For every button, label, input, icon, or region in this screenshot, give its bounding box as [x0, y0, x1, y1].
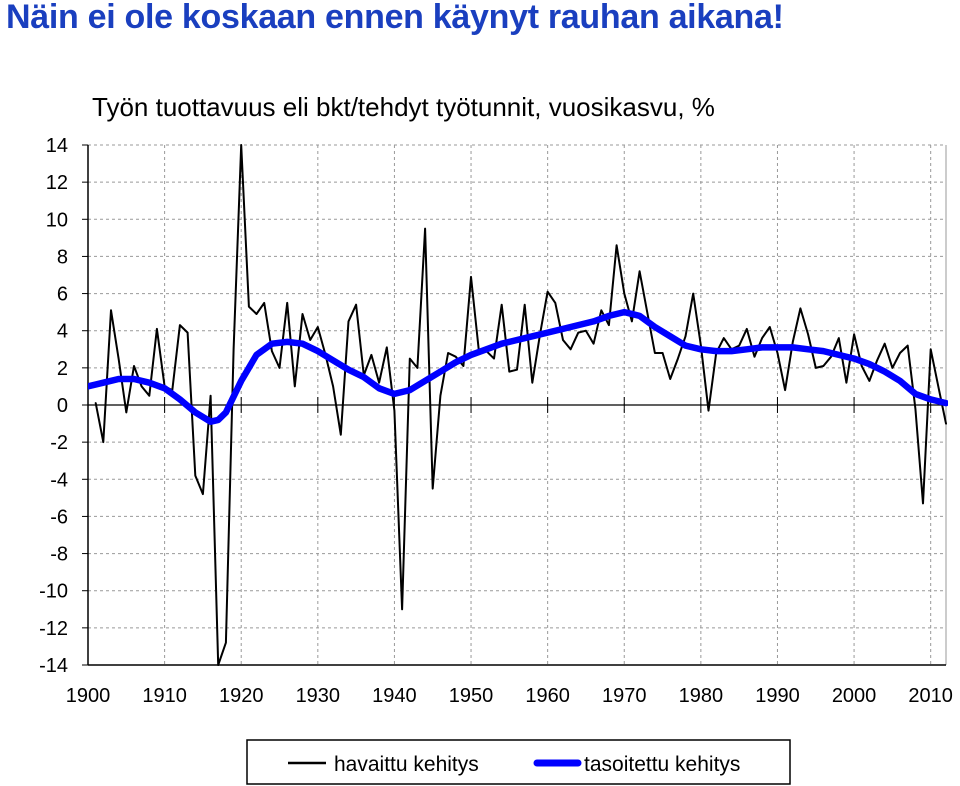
grid	[88, 144, 947, 665]
x-tick-label: 1960	[525, 685, 570, 707]
x-tick-label: 1910	[142, 685, 187, 707]
y-tick-label: 12	[46, 172, 68, 194]
y-tick-label: -8	[50, 544, 68, 566]
x-tick-label: 2000	[832, 685, 877, 707]
legend-label-smoothed: tasoitettu kehitys	[584, 753, 740, 776]
x-tick-label: 1980	[679, 685, 724, 707]
y-tick-label: 6	[57, 284, 68, 306]
legend-label-observed: havaittu kehitys	[334, 753, 479, 776]
x-tick-label: 1970	[602, 685, 647, 707]
y-tick-label: -10	[39, 581, 68, 603]
x-tick-label: 1900	[66, 685, 111, 707]
x-tick-label: 2010	[908, 685, 953, 707]
y-tick-label: -6	[50, 506, 68, 528]
y-tick-label: 4	[57, 321, 68, 343]
y-tick-label: -2	[50, 432, 68, 454]
y-tick-labels: 14 12 10 8 6 4 2 0 -2 -4 -6 -8 -10 -12 -14	[39, 135, 68, 677]
x-tick-label: 1930	[296, 685, 341, 707]
series-line-smoothed	[88, 308, 948, 425]
y-tick-label: 10	[46, 209, 68, 231]
headline: Näin ei ole koskaan ennen käynyt rauhan …	[6, 0, 784, 36]
x-tick-label: 1950	[449, 685, 494, 707]
y-tick-label: 8	[57, 246, 68, 268]
legend-box	[246, 739, 791, 785]
y-tick-label: -12	[39, 618, 68, 640]
y-tick-label: 0	[57, 395, 68, 417]
legend: havaittu kehitys tasoitettu kehitys	[246, 739, 791, 785]
chart-title: Työn tuottavuus eli bkt/tehdyt työtunnit…	[92, 92, 715, 122]
x-tick-label: 1940	[372, 685, 417, 707]
y-tick-label: -14	[39, 655, 68, 677]
x-tick-labels: 1900 1910 1920 1930 1940 1950 1960 1970 1980 1990…	[66, 685, 953, 707]
x-tick-label: 1920	[219, 685, 264, 707]
y-tick-label: -4	[50, 469, 68, 491]
x-tick-label: 1990	[755, 685, 800, 707]
y-tick-label: 2	[57, 358, 68, 380]
series	[88, 144, 948, 666]
y-tick-label: 14	[46, 135, 68, 157]
